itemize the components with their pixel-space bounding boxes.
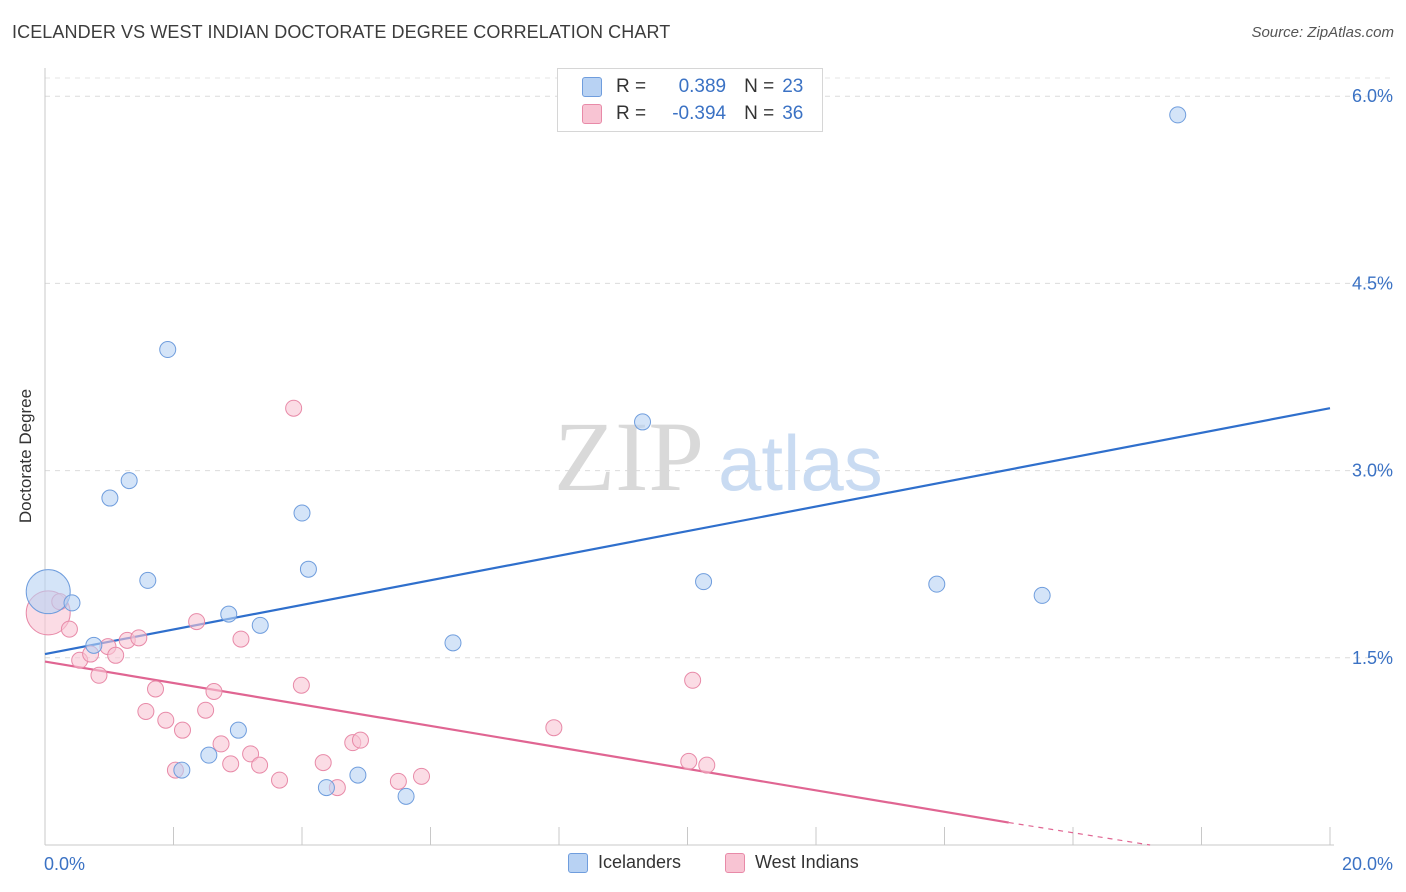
- watermark-zip: ZIP: [554, 401, 704, 512]
- bottom-legend-swatch-icelanders: [568, 852, 588, 873]
- west-indian-point: [147, 680, 165, 698]
- legend-r-label: R =: [616, 103, 647, 124]
- y-tick-label: 4.5%: [1352, 273, 1393, 293]
- chart-title: ICELANDER VS WEST INDIAN DOCTORATE DEGRE…: [12, 22, 671, 42]
- west-indian-point: [698, 756, 716, 774]
- west-indian-point: [680, 752, 698, 770]
- west-indian-point: [130, 629, 148, 647]
- west-indian-point: [413, 767, 431, 785]
- trend-line-west-indians: [44, 660, 1009, 824]
- y-tick-labels: 1.5% 3.0% 4.5% 6.0%: [1352, 86, 1393, 668]
- x-tick-labels: 0.0% 20.0%: [44, 854, 1393, 874]
- icelander-point: [25, 569, 71, 615]
- bottom-legend-icelanders: Icelanders: [568, 852, 681, 873]
- icelander-point: [85, 636, 103, 654]
- y-tick-label: 6.0%: [1352, 86, 1393, 106]
- west-indian-point: [197, 701, 215, 719]
- grid-lines: [45, 77, 1392, 659]
- west-indian-point: [271, 771, 289, 789]
- legend-n-label: N =: [744, 76, 775, 97]
- icelander-point: [397, 787, 415, 805]
- legend-row-icelanders: R = 0.389 N = 23: [582, 75, 803, 99]
- watermark: ZIP atlas: [554, 401, 883, 512]
- icelander-point: [229, 721, 247, 739]
- icelander-point: [695, 573, 713, 591]
- trend-line-icelanders: [44, 407, 1331, 656]
- x-tick-label: 20.0%: [1342, 854, 1393, 874]
- icelander-point: [173, 761, 191, 779]
- west-indian-point: [137, 702, 155, 720]
- west-indian-point: [107, 646, 125, 664]
- x-tick-label: 0.0%: [44, 854, 85, 874]
- correlation-legend: R = 0.389 N = 23 R = -0.394 N = 36: [557, 68, 823, 132]
- bottom-legend-label-icelanders: Icelanders: [598, 852, 682, 872]
- west-indian-point: [90, 666, 108, 684]
- icelander-point: [293, 504, 311, 522]
- icelander-point: [1033, 586, 1051, 604]
- data-points: [25, 106, 1187, 805]
- legend-n-value: 23: [782, 76, 804, 97]
- west-indian-point: [222, 755, 240, 773]
- legend-r-value: 0.389: [678, 76, 727, 97]
- icelander-point: [120, 472, 138, 490]
- west-indian-point: [232, 630, 250, 648]
- west-indian-point: [205, 682, 223, 700]
- west-indian-point: [292, 676, 310, 694]
- icelander-point: [63, 594, 81, 612]
- icelander-point: [220, 605, 238, 623]
- west-indian-point: [545, 719, 563, 737]
- bottom-legend-west-indians: West Indians: [725, 852, 859, 873]
- west-indian-point: [251, 756, 269, 774]
- icelander-point: [159, 341, 177, 359]
- west-indian-point: [389, 772, 407, 790]
- legend-row-west-indians: R = -0.394 N = 36: [582, 102, 803, 126]
- west-indian-point: [351, 731, 369, 749]
- icelander-point: [928, 575, 946, 593]
- west-indian-point: [188, 613, 206, 631]
- legend-swatch-icelanders: [582, 77, 602, 97]
- trend-line-extension: [1008, 821, 1151, 846]
- west-indian-point: [242, 745, 260, 763]
- west-indian-point: [173, 721, 191, 739]
- icelander-point: [251, 616, 269, 634]
- trend-lines: [44, 407, 1331, 846]
- legend-n-label: N =: [744, 103, 775, 124]
- west-indian-point: [60, 620, 78, 638]
- icelander-point: [299, 560, 317, 578]
- west-indian-point: [212, 735, 230, 753]
- bottom-legend-label-west-indians: West Indians: [755, 852, 859, 872]
- west-indian-point: [684, 671, 702, 689]
- axes: [44, 68, 1334, 846]
- west-indian-point: [157, 711, 175, 729]
- icelander-point: [1169, 106, 1187, 124]
- legend-r-value: -0.394: [672, 103, 727, 124]
- icelander-point: [139, 571, 157, 589]
- icelander-point: [349, 766, 367, 784]
- icelander-point: [200, 746, 218, 764]
- icelander-point: [634, 413, 652, 431]
- icelander-point: [444, 634, 462, 652]
- icelander-point: [101, 489, 119, 507]
- legend-n-value: 36: [782, 103, 804, 124]
- y-tick-label: 1.5%: [1352, 648, 1393, 668]
- bottom-legend-swatch-west-indians: [725, 852, 745, 873]
- legend-r-label: R =: [616, 76, 647, 97]
- legend-swatch-west-indians: [582, 104, 602, 124]
- y-tick-label: 3.0%: [1352, 461, 1393, 481]
- west-indian-point: [285, 399, 303, 417]
- source-label: Source: ZipAtlas.com: [1251, 24, 1394, 41]
- watermark-atlas: atlas: [718, 419, 883, 507]
- west-indian-point: [314, 754, 332, 772]
- icelander-point: [317, 779, 335, 797]
